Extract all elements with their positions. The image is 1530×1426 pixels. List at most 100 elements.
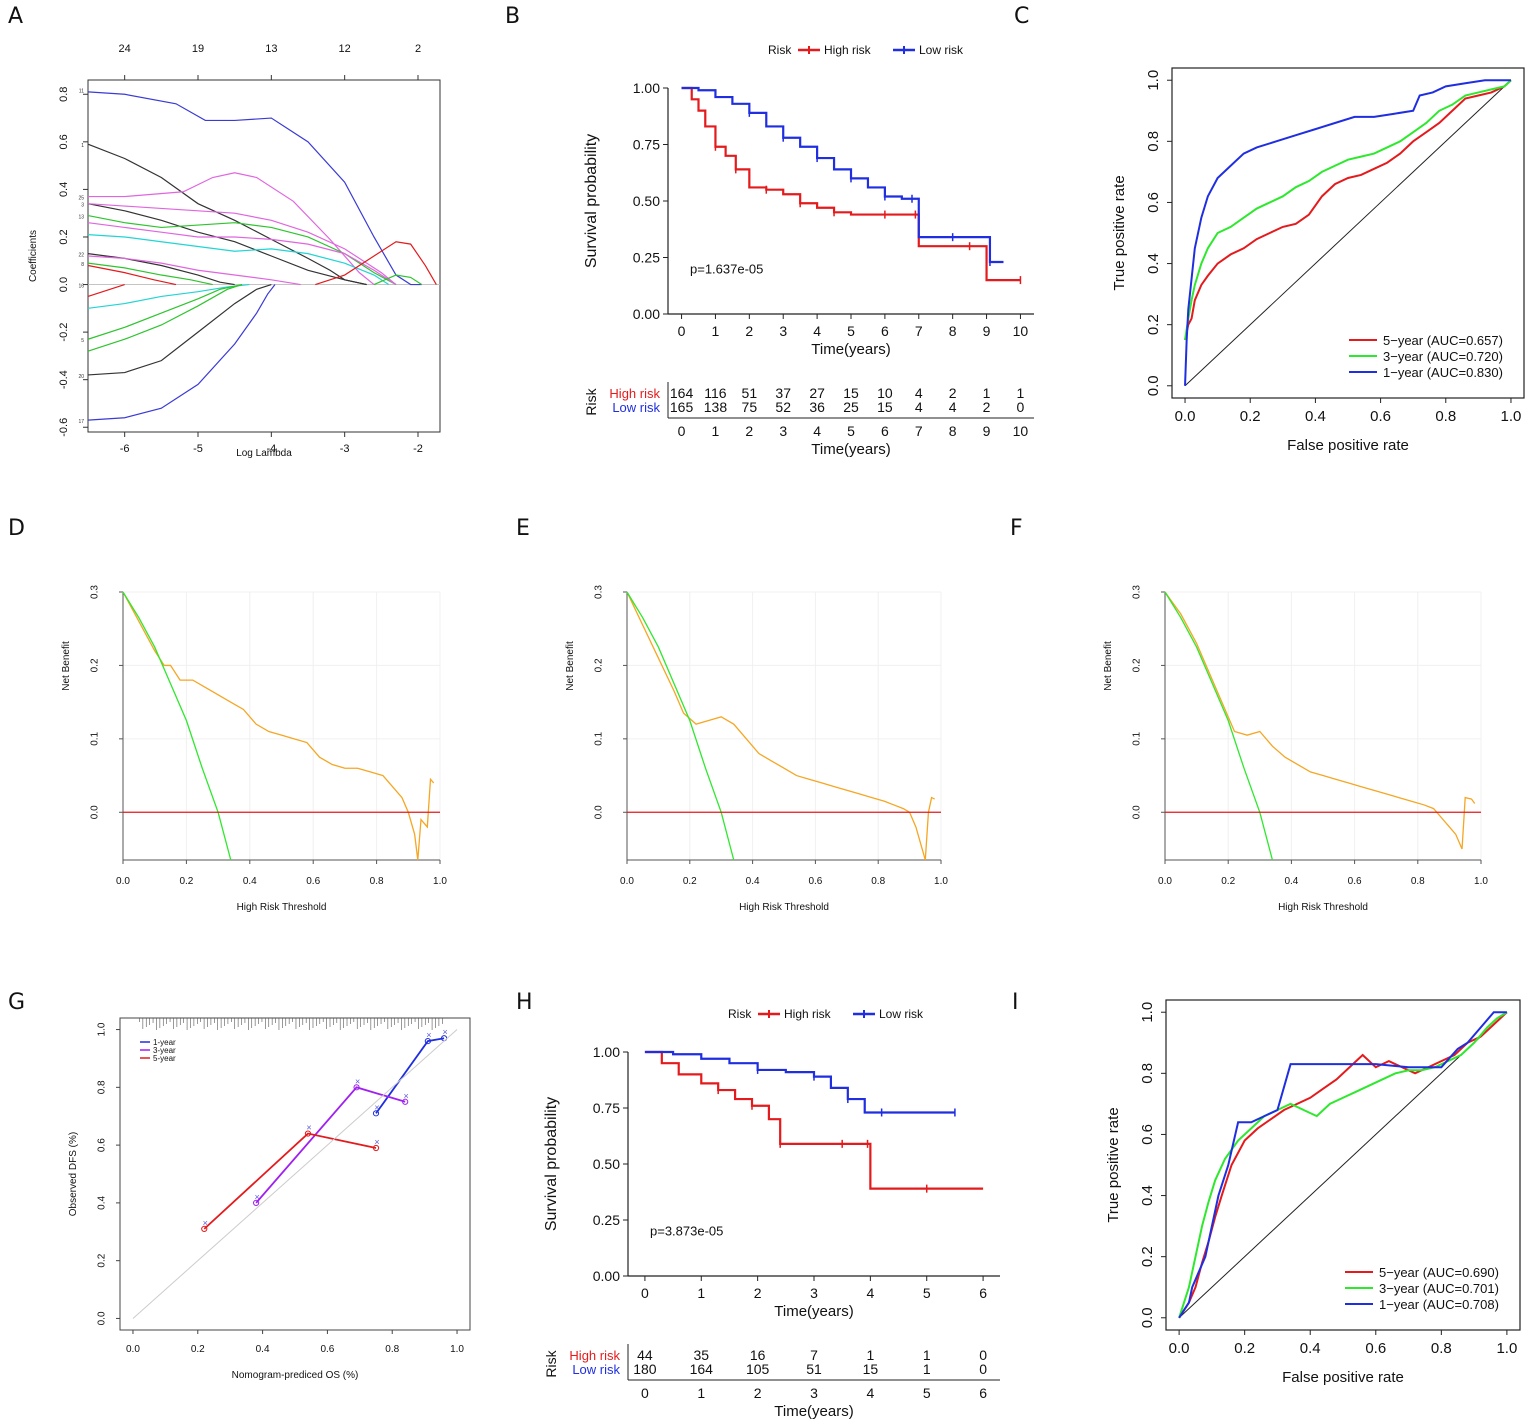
x-tick-label: 1.0 [433,876,447,887]
y-axis-title: Survival probability [583,134,600,268]
x-tick-label: 2 [745,323,753,339]
gene-index-label: 13 [78,215,84,221]
x-tick-label: 0.8 [385,1344,399,1355]
decision-curve [1164,591,1476,850]
x-tick-label: 1.0 [1496,1340,1517,1357]
risk-x-tick-label: 2 [754,1385,762,1401]
calibration-cross: × [306,1123,311,1133]
x-tick-label: 0.6 [306,876,320,887]
x-tick-label: 0.8 [871,876,885,887]
x-tick-label: 0 [678,323,686,339]
calibration-cross: × [426,1030,431,1040]
y-tick-label: 1.0 [1145,70,1162,91]
coef-path-line [87,214,397,286]
legend-title: Risk [728,1007,752,1021]
x-tick-label: -6 [120,443,130,455]
y-tick-label: 0.0 [90,805,101,819]
legend-label: 1-year [153,1038,176,1047]
legend-label: 5−year (AUC=0.657) [1383,333,1503,348]
risk-x-tick-label: 1 [712,423,720,439]
diagonal-reference-line [1184,79,1512,387]
risk-x-tick-label: 9 [983,423,991,439]
x-tick-label: -5 [193,443,203,455]
survival-curve [644,1050,955,1114]
risk-count: 75 [742,399,758,415]
x-tick-label: 5 [923,1285,931,1301]
calibration-point [402,1098,409,1105]
panel-label-b: B [505,4,521,29]
y-tick-label: 0.0 [594,805,605,819]
risk-count: 16 [750,1347,766,1363]
x-tick-label: 0.0 [620,876,634,887]
coef-path-line [87,203,397,286]
y-tick-label: 0.75 [593,1100,620,1116]
coef-path-line [87,233,389,286]
y-tick-label: 0.8 [1139,1063,1156,1084]
risk-x-tick-label: 6 [979,1385,987,1401]
y-tick-label: 0.0 [1139,1307,1156,1328]
decision-curve [626,591,735,861]
risk-x-tick-label: 0 [641,1385,649,1401]
y-tick-label: 0.1 [1132,731,1143,745]
decision-curve [122,591,232,861]
x-tick-label: 0.0 [1175,408,1196,425]
legend-label: 3−year (AUC=0.720) [1383,349,1503,364]
gene-index-label: 20 [78,374,84,380]
x-tick-label: 8 [949,323,957,339]
x-axis-title: Time(years) [811,341,890,358]
decision-curve [122,591,435,861]
decision-curve [1164,591,1274,861]
panel-c-chart: 0.0 0.0 0.2 0.2 0.4 0.4 0.6 0.6 0.8 0.8 1.0 1.0 Fals… [1111,67,1525,454]
y-tick-label: 0.3 [594,585,605,599]
x-axis-title: Nomogram-prediced OS (%) [232,1370,359,1381]
risk-count: 164 [690,1361,714,1377]
calibration-line [255,1086,406,1204]
legend-label: 3−year (AUC=0.701) [1379,1281,1499,1296]
survival-curve [681,86,1021,282]
gene-index-label: 1 [81,143,84,149]
calibration-cross: × [355,1076,360,1086]
panel-label-h: H [516,990,533,1015]
coef-path-line [87,91,422,286]
y-tick-label: 0.4 [97,1196,108,1210]
risk-count: 138 [704,399,728,415]
x-tick-label: 0.4 [1300,1340,1321,1357]
x-tick-label: 0.4 [746,876,760,887]
y-tick-label: 0.0 [1132,805,1143,819]
x-axis-title: Log Lambda [236,448,292,459]
panel-label-e: E [516,516,530,541]
coef-path-line [315,241,437,286]
risk-x-tick-label: 3 [779,423,787,439]
y-tick-label: 0.6 [58,134,70,149]
x-tick-label: 4 [813,323,821,339]
x-tick-label: 2 [754,1285,762,1301]
risk-count: 51 [806,1361,822,1377]
y-tick-label: 0.50 [633,193,660,209]
coef-path-line [87,203,367,286]
calibration-point [201,1225,208,1232]
legend-label: 3-year [153,1046,176,1055]
risk-count: 51 [742,385,758,401]
x-tick-label: 0 [641,1285,649,1301]
x-tick-label: 0.0 [1169,1340,1190,1357]
calibration-cross: × [404,1091,409,1101]
legend-label: Low risk [879,1007,924,1021]
x-tick-label: 0.2 [191,1344,205,1355]
risk-table-title: Risk [543,1349,559,1377]
x-tick-label: 0.4 [256,1344,270,1355]
y-axis-title: Survival probability [543,1097,560,1231]
y-axis-title: Observed DFS (%) [68,1132,79,1216]
y-tick-label: 0.00 [593,1268,620,1284]
y-tick-label: 0.4 [1145,253,1162,274]
top-tick-label: 13 [265,43,277,55]
y-tick-label: -0.6 [58,418,70,437]
coef-path-line [87,255,301,286]
coef-path-line [88,172,375,286]
risk-x-tick-label: 0 [678,423,686,439]
risk-x-tick-label: 6 [881,423,889,439]
panel-d-chart: 0.0 0.2 0.4 0.6 0.8 1.0 0.0 0.1 0.2 0.3 High Risk … [61,585,447,913]
legend-label: 1−year (AUC=0.830) [1383,365,1503,380]
x-tick-label: 0.2 [683,876,697,887]
plot-frame [87,79,441,433]
x-tick-label: 0.6 [1348,876,1362,887]
